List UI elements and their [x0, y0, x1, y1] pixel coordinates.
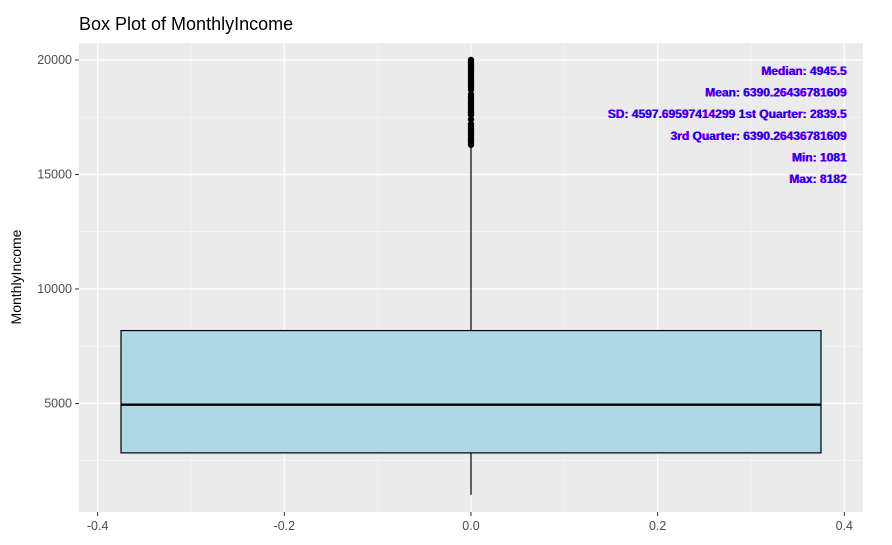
stats-annotation-shadow: Median: 4945.5 [761, 64, 847, 78]
x-tick-label: -0.2 [274, 519, 296, 533]
stats-annotation-text: 3rd Quarter: 6390.26436781609 [671, 129, 847, 143]
iqr-box [120, 329, 822, 454]
stats-annotation-shadow: 3rd Quarter: 6390.26436781609 [670, 129, 846, 143]
box-layer [120, 147, 822, 495]
outlier-point [467, 56, 475, 64]
stats-annotation-shadow: Mean: 6390.26436781609 [705, 86, 847, 100]
x-tick-label: 0.2 [649, 519, 666, 533]
y-tick-label: 20000 [37, 53, 72, 67]
stats-annotation-text: SD: 4597.69597414299 1st Quarter: 2839.5 [608, 107, 847, 121]
outlier-point [467, 91, 475, 98]
stats-annotation-text: Median: 4945.5 [762, 64, 848, 78]
stats-annotation-text: Mean: 6390.26436781609 [706, 86, 848, 100]
outlier-point [467, 116, 475, 123]
x-tick-label: 0.4 [836, 519, 853, 533]
y-tick-label: 5000 [44, 396, 72, 410]
x-tick-label: -0.4 [87, 519, 109, 533]
stats-annotation-text: Max: 8182 [790, 172, 848, 186]
stats-annotation-shadow: Min: 1081 [792, 150, 847, 164]
y-tick-label: 10000 [37, 282, 72, 296]
outlier-points [467, 56, 475, 148]
outlier-point [467, 120, 475, 128]
y-axis-title: MonthlyIncome [8, 229, 24, 324]
y-tick-label: 15000 [37, 167, 72, 181]
x-tick-label: 0.0 [462, 519, 479, 533]
axis-layer: -0.4 -0.2 0.0 0.2 0.4 5000 10000 15000 20000 [37, 53, 853, 533]
stats-annotation-shadow: SD: 4597.69597414299 1st Quarter: 2839.5 [607, 107, 846, 121]
stats-annotation: SD: 4597.69597414299 1st Quarter: 2839.5… [607, 107, 847, 121]
chart-title: Box Plot of MonthlyIncome [79, 14, 293, 34]
stats-annotation-shadow: Max: 8182 [789, 172, 847, 186]
stats-annotation-text: Min: 1081 [792, 150, 847, 164]
